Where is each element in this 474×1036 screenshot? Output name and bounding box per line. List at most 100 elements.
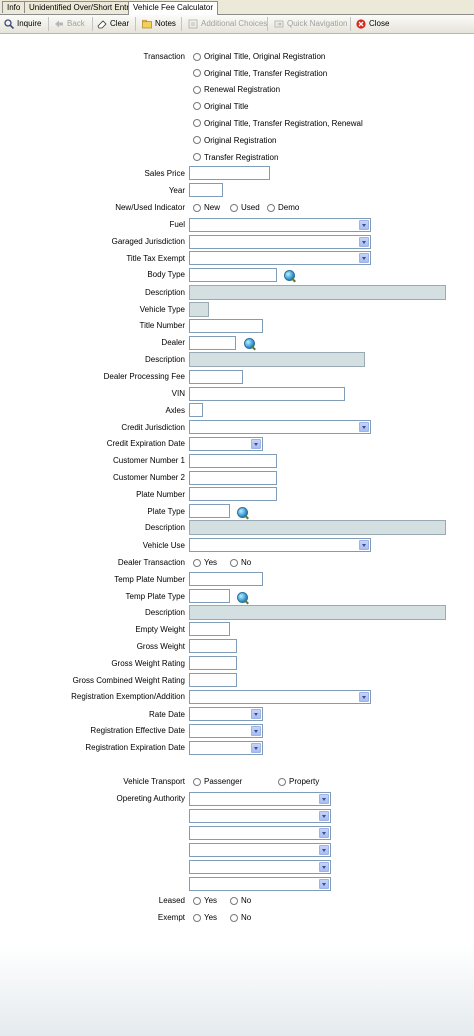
registration-exemption-label: Registration Exemption/Addition [71,692,185,701]
used-radio[interactable] [230,204,238,212]
opereting-authority-select-1[interactable] [189,792,331,806]
plate-number-input[interactable] [189,487,277,501]
transaction-label: Transaction [143,52,186,61]
plate-type-description-field [189,520,446,535]
demo-radio[interactable] [267,204,275,212]
customer-number-1-input[interactable] [189,454,277,468]
gross-weight-input[interactable] [189,639,237,653]
toolbar-separator [48,17,49,31]
temp-plate-type-lookup-icon[interactable] [237,592,248,603]
dealer-transaction-yes-radio[interactable] [193,559,201,567]
chevron-down-icon [251,439,261,449]
notes-folder-icon [142,19,152,29]
transaction-option-2: Original Title, Transfer Registration [204,69,328,78]
transaction-radio-6[interactable] [193,136,201,144]
transaction-radio-3[interactable] [193,86,201,94]
close-label: Close [369,19,390,28]
dealer-label: Dealer [161,338,185,347]
transaction-option-1: Original Title, Original Registration [204,52,326,61]
transaction-radio-2[interactable] [193,69,201,77]
clear-button[interactable]: Clear [97,16,129,32]
leased-yes-radio[interactable] [193,897,201,905]
back-button[interactable]: Back [54,16,85,32]
opereting-authority-select-3[interactable] [189,826,331,840]
fuel-label: Fuel [169,220,185,229]
chevron-down-icon [319,794,329,804]
used-option: Used [241,203,260,212]
transaction-option-7: Transfer Registration [204,153,279,162]
opereting-authority-select-2[interactable] [189,809,331,823]
customer-number-1-label: Customer Number 1 [112,456,185,465]
tab-vehicle-fee-calculator[interactable]: Vehicle Fee Calculator [128,1,219,15]
property-radio[interactable] [278,778,286,786]
credit-expiration-date-select[interactable] [189,437,263,451]
customer-number-2-input[interactable] [189,471,277,485]
transaction-radio-4[interactable] [193,102,201,110]
gross-weight-rating-input[interactable] [189,656,237,670]
year-input[interactable] [189,183,223,197]
plate-type-label: Plate Type [147,507,185,516]
exempt-no-radio[interactable] [230,914,238,922]
chevron-down-icon [319,811,329,821]
chevron-down-icon [359,422,369,432]
temp-plate-number-input[interactable] [189,572,263,586]
quick-navigation-button[interactable]: Quick Navigation [274,16,347,32]
opereting-authority-select-6[interactable] [189,877,331,891]
registration-expiration-date-select[interactable] [189,741,263,755]
rate-date-select[interactable] [189,707,263,721]
fuel-select[interactable] [189,218,371,232]
plate-type-lookup-icon[interactable] [237,507,248,518]
vehicle-use-select[interactable] [189,538,371,552]
registration-effective-date-select[interactable] [189,724,263,738]
plate-type-input[interactable] [189,504,230,518]
new-radio[interactable] [193,204,201,212]
title-number-label: Title Number [139,321,186,330]
additional-choices-button[interactable]: Additional Choices [188,16,267,32]
inquire-button[interactable]: Inquire [4,16,41,32]
tab-unidentified-over-short-entry[interactable]: Unidentified Over/Short Entry [24,1,139,13]
dealer-processing-fee-input[interactable] [189,370,243,384]
tab-info[interactable]: Info [2,1,26,13]
credit-jurisdiction-select[interactable] [189,420,371,434]
transaction-radio-7[interactable] [193,153,201,161]
transaction-radio-5[interactable] [193,119,201,127]
dealer-lookup-icon[interactable] [244,338,255,349]
gross-weight-label: Gross Weight [136,642,185,651]
leased-no-radio[interactable] [230,897,238,905]
body-type-lookup-icon[interactable] [284,270,295,281]
body-type-input[interactable] [189,268,277,282]
opereting-authority-select-4[interactable] [189,843,331,857]
registration-exemption-select[interactable] [189,690,371,704]
passenger-radio[interactable] [193,778,201,786]
vehicle-type-label: Vehicle Type [139,305,185,314]
chevron-down-icon [251,709,261,719]
toolbar-separator [92,17,93,31]
gross-combined-weight-rating-input[interactable] [189,673,237,687]
gross-combined-weight-rating-label: Gross Combined Weight Rating [72,676,185,685]
dealer-input[interactable] [189,336,236,350]
temp-plate-type-label: Temp Plate Type [125,592,185,601]
magnifier-icon [4,19,15,30]
dealer-transaction-no-radio[interactable] [230,559,238,567]
temp-plate-type-input[interactable] [189,589,230,603]
title-tax-exempt-select[interactable] [189,251,371,265]
axles-input[interactable] [189,403,203,417]
empty-weight-input[interactable] [189,622,230,636]
credit-expiration-date-label: Credit Expiration Date [106,439,185,448]
opereting-authority-label: Opereting Authority [116,794,185,803]
vin-input[interactable] [189,387,345,401]
exempt-yes-radio[interactable] [193,914,201,922]
sales-price-input[interactable] [189,166,270,180]
opereting-authority-select-5[interactable] [189,860,331,874]
garaged-jurisdiction-select[interactable] [189,235,371,249]
vehicle-use-label: Vehicle Use [142,541,185,550]
exempt-yes-option: Yes [204,913,218,922]
title-number-input[interactable] [189,319,263,333]
back-arrow-icon [54,19,64,29]
close-button[interactable]: Close [356,16,389,32]
demo-option: Demo [278,203,300,212]
toolbar-separator [267,17,268,31]
credit-jurisdiction-label: Credit Jurisdiction [121,423,185,432]
transaction-radio-1[interactable] [193,53,201,61]
notes-button[interactable]: Notes [142,16,176,32]
